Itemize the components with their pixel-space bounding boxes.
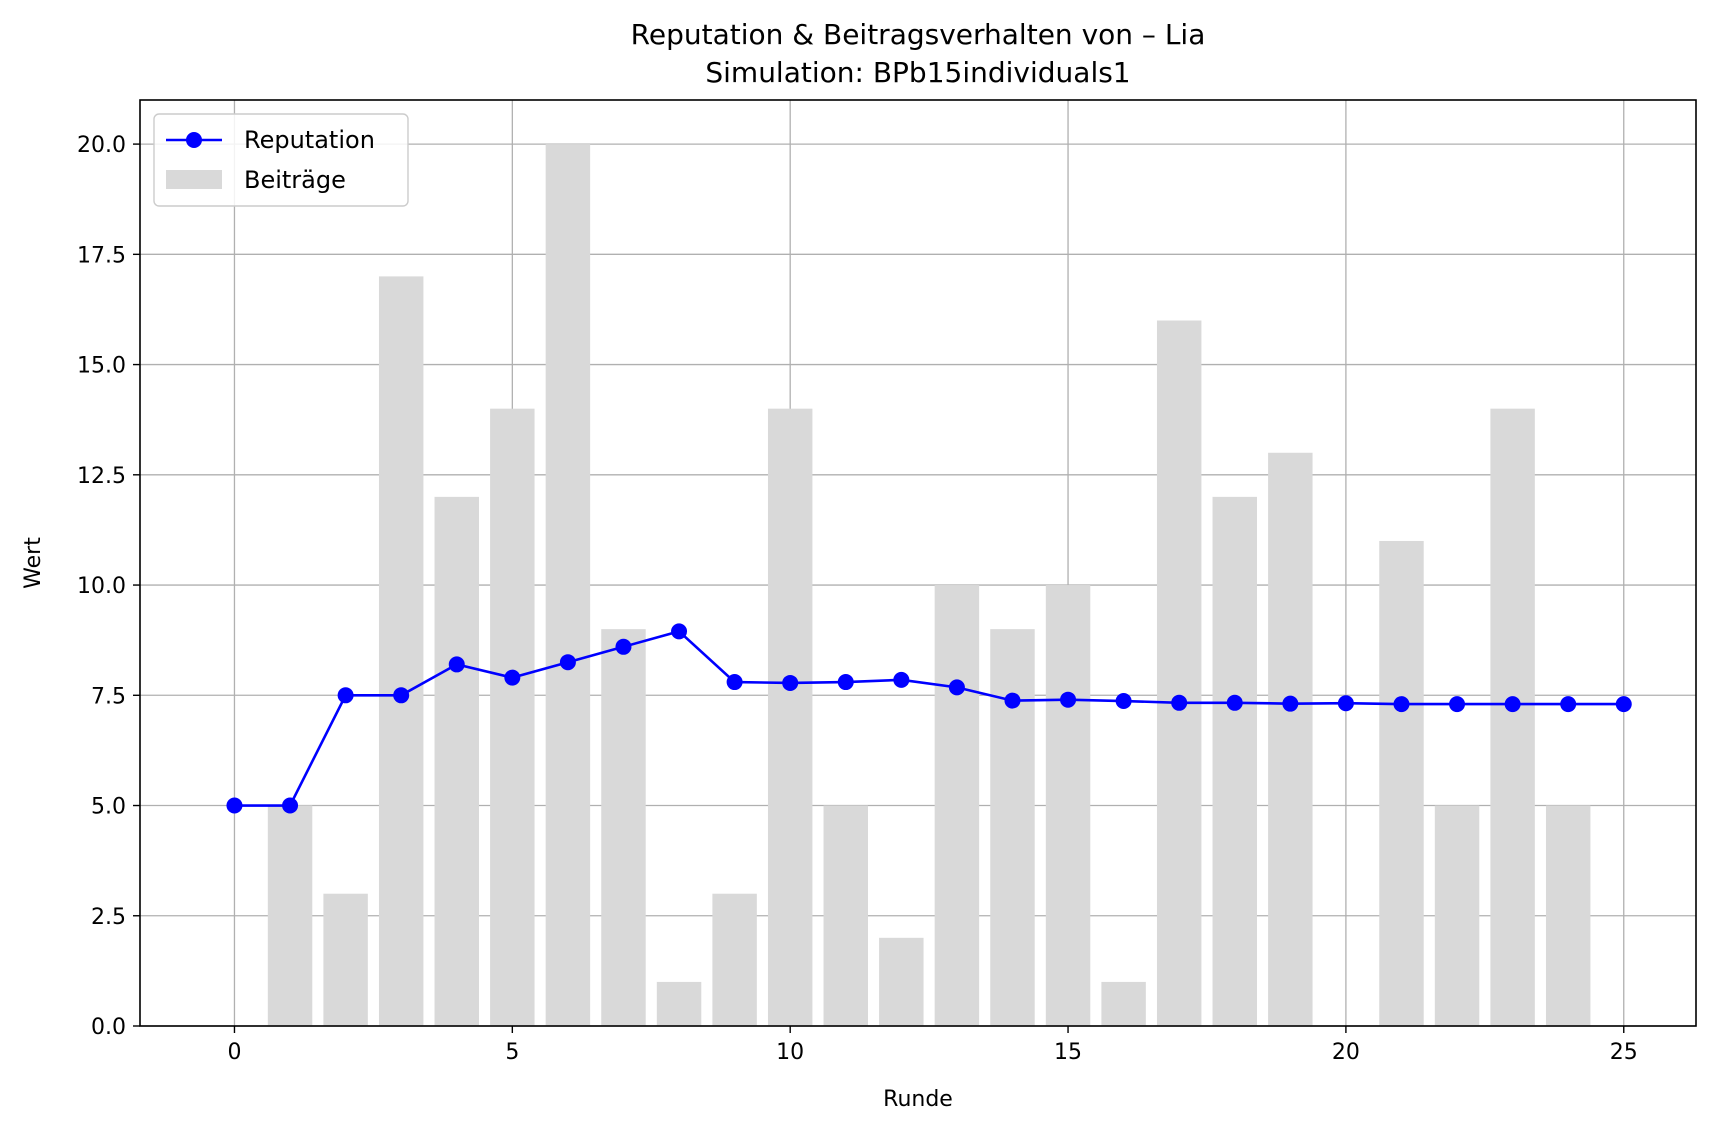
contribution-bar: [990, 629, 1035, 1026]
legend-marker-swatch: [186, 132, 202, 148]
contribution-bar: [934, 585, 980, 1026]
chart-title: Reputation & Beitragsverhalten von – Lia: [631, 18, 1206, 51]
reputation-point: [1171, 694, 1188, 711]
contribution-bar: [601, 629, 646, 1026]
legend-label-contributions: Beiträge: [244, 166, 346, 194]
y-tick-label: 12.5: [77, 464, 126, 489]
contribution-bar: [323, 893, 368, 1026]
contribution-bar: [1268, 452, 1313, 1026]
y-tick-label: 5.0: [91, 795, 126, 820]
y-tick-label: 2.5: [91, 905, 126, 930]
reputation-point: [837, 674, 854, 691]
contribution-bar: [1545, 805, 1591, 1026]
reputation-point: [1615, 696, 1632, 713]
contribution-bar: [1212, 496, 1257, 1026]
reputation-point: [1504, 696, 1521, 713]
reputation-point: [1115, 693, 1132, 710]
reputation-point: [1337, 695, 1354, 712]
legend-label-reputation: Reputation: [244, 126, 375, 154]
contribution-bar: [1045, 585, 1091, 1026]
reputation-point: [1226, 694, 1243, 711]
contribution-bar: [1379, 540, 1424, 1026]
contribution-bar: [767, 408, 813, 1027]
reputation-point: [393, 687, 410, 704]
x-tick-label: 15: [1054, 1040, 1082, 1065]
x-tick-label: 0: [227, 1040, 241, 1065]
contribution-bar: [490, 408, 535, 1027]
y-tick-label: 10.0: [77, 574, 126, 599]
reputation-point: [1449, 696, 1466, 713]
x-tick-label: 20: [1332, 1040, 1360, 1065]
reputation-point: [1060, 691, 1077, 708]
reputation-point: [448, 656, 465, 673]
reputation-point: [1393, 696, 1410, 713]
reputation-point: [1560, 696, 1577, 713]
contribution-bar: [879, 937, 924, 1026]
contribution-bar: [267, 805, 313, 1026]
y-tick-label: 0.0: [91, 1015, 126, 1040]
reputation-point: [1004, 692, 1021, 709]
contribution-bar: [712, 893, 757, 1026]
line-series-layer: [226, 623, 1632, 814]
reputation-point: [893, 671, 910, 688]
legend-bar-swatch: [166, 170, 222, 189]
y-axis-label: Wert: [21, 537, 46, 589]
contribution-bar: [1490, 408, 1535, 1027]
reputation-point: [504, 669, 521, 686]
contribution-bar: [1434, 805, 1480, 1026]
y-tick-label: 7.5: [91, 684, 126, 709]
reputation-point: [282, 797, 299, 814]
x-axis-label: Runde: [883, 1087, 953, 1112]
reputation-point: [226, 797, 243, 814]
x-tick-label: 5: [505, 1040, 519, 1065]
plot-frame: [139, 99, 1697, 1027]
x-tick-label: 25: [1610, 1040, 1638, 1065]
axes-layer: 0 5 10 15 20 25 0.0 2.5 5.0 7.5 10.0 12.5 15.0 17.5 20…: [77, 99, 1697, 1065]
x-tick-label: 10: [776, 1040, 804, 1065]
reputation-line: [234, 629, 1624, 807]
bar-series-layer: [267, 144, 1591, 1027]
reputation-point: [948, 679, 965, 696]
y-tick-label: 17.5: [77, 243, 126, 268]
contribution-bar: [1101, 981, 1146, 1026]
reputation-point: [337, 687, 354, 704]
reputation-point: [782, 674, 799, 691]
contribution-bar: [1156, 320, 1202, 1026]
y-tick-label: 20.0: [77, 133, 126, 158]
contribution-bar: [656, 981, 702, 1026]
y-tick-label: 15.0: [77, 354, 126, 379]
chart-subtitle: Simulation: BPb15individuals1: [705, 56, 1130, 89]
contribution-bar: [545, 144, 591, 1027]
contribution-bar: [823, 805, 868, 1026]
legend: Reputation Beiträge: [153, 113, 409, 207]
contribution-bar: [378, 276, 424, 1026]
reputation-point: [1282, 695, 1299, 712]
reputation-point: [615, 638, 632, 655]
reputation-point: [559, 654, 576, 671]
reputation-point: [671, 623, 688, 640]
reputation-point: [726, 674, 743, 691]
contribution-bar: [434, 496, 479, 1026]
